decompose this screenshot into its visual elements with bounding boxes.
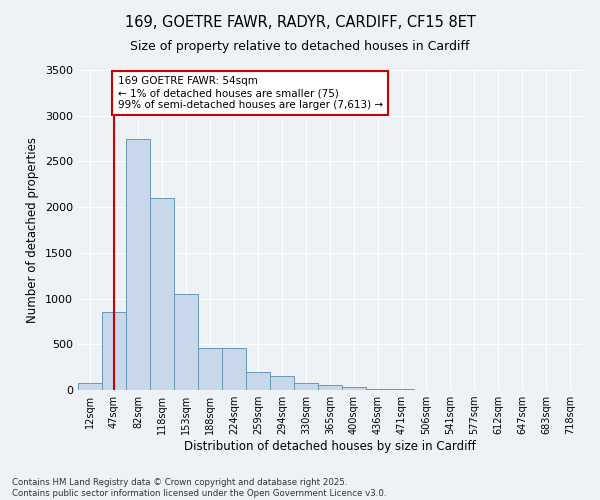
X-axis label: Distribution of detached houses by size in Cardiff: Distribution of detached houses by size … (184, 440, 476, 453)
Bar (270, 376, 294, 390)
Bar (126, 138, 150, 390)
Bar (246, 372, 270, 390)
Bar (222, 348, 246, 390)
Bar (342, 388, 366, 390)
Text: 169 GOETRE FAWR: 54sqm
← 1% of detached houses are smaller (75)
99% of semi-deta: 169 GOETRE FAWR: 54sqm ← 1% of detached … (118, 76, 383, 110)
Bar (150, 198, 174, 390)
Y-axis label: Number of detached properties: Number of detached properties (26, 137, 40, 323)
Bar (102, 312, 126, 390)
Bar (294, 382, 318, 390)
Bar (78, 383, 102, 390)
Text: Size of property relative to detached houses in Cardiff: Size of property relative to detached ho… (130, 40, 470, 53)
Bar (318, 385, 342, 390)
Bar (366, 388, 390, 390)
Bar (198, 348, 222, 390)
Text: Contains HM Land Registry data © Crown copyright and database right 2025.
Contai: Contains HM Land Registry data © Crown c… (12, 478, 386, 498)
Bar (174, 294, 198, 390)
Text: 169, GOETRE FAWR, RADYR, CARDIFF, CF15 8ET: 169, GOETRE FAWR, RADYR, CARDIFF, CF15 8… (125, 15, 475, 30)
